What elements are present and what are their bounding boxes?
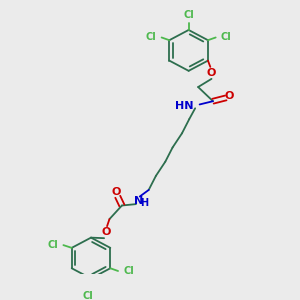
Text: Cl: Cl [146,32,157,43]
Text: Cl: Cl [48,240,58,250]
Text: O: O [112,187,121,197]
Text: Cl: Cl [83,291,93,300]
Text: Cl: Cl [221,32,232,43]
Text: Cl: Cl [123,266,134,276]
Text: Cl: Cl [183,10,194,20]
Text: N: N [134,196,143,206]
Text: H: H [140,198,148,208]
Text: O: O [207,68,216,78]
Text: O: O [225,91,234,101]
Text: O: O [101,227,111,237]
Text: HN: HN [175,101,194,111]
